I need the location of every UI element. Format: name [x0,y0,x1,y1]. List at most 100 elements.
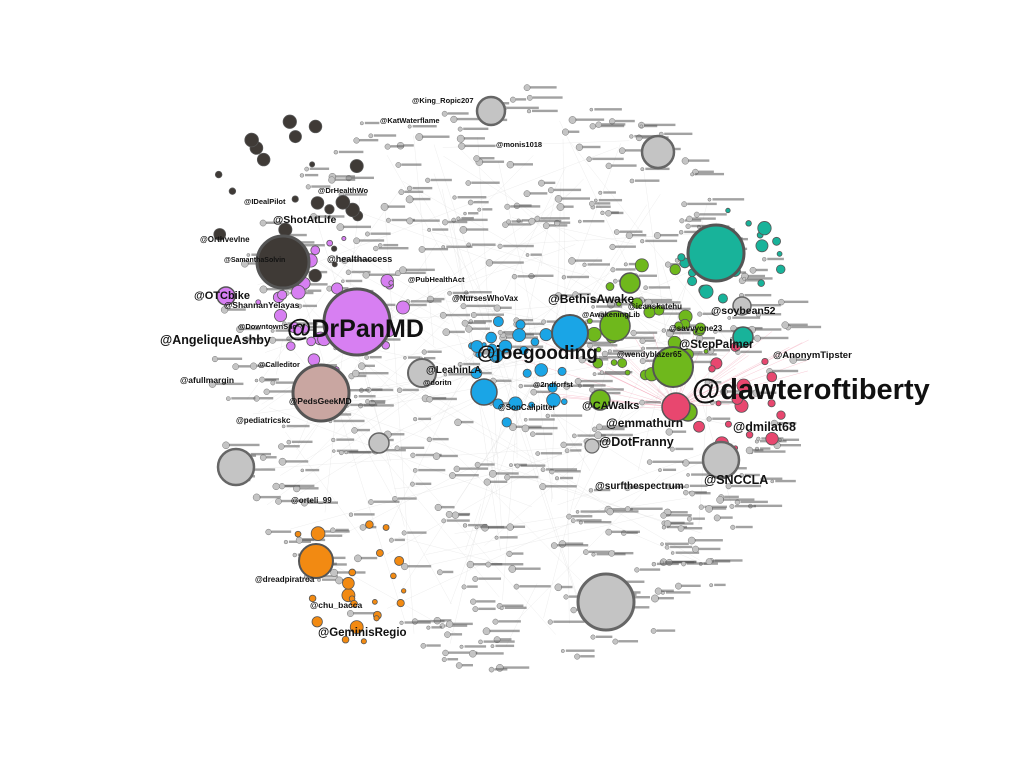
label-leahinla[interactable]: @LeahinLA [426,365,481,376]
node[interactable] [610,267,616,273]
node[interactable] [639,124,644,129]
node-drpanmd[interactable] [322,287,392,357]
label-surfthespectrum[interactable]: @surfthespectrum [595,481,684,492]
node-blue-2[interactable] [470,378,498,406]
node[interactable] [270,380,276,386]
node[interactable] [685,223,691,229]
node[interactable] [781,321,789,329]
node[interactable] [521,424,530,433]
node[interactable] [265,528,272,536]
node[interactable] [568,257,576,265]
node[interactable] [472,606,479,613]
node-green[interactable] [586,318,593,324]
node[interactable] [472,576,479,582]
node[interactable] [591,305,595,309]
node[interactable] [509,463,513,468]
label-soybean52[interactable]: @soybean52 [711,305,776,317]
node[interactable] [678,229,684,235]
node-green[interactable] [631,297,643,309]
node[interactable] [666,484,672,490]
node[interactable] [523,417,528,422]
node[interactable] [388,537,394,543]
node-pink[interactable] [766,371,778,383]
node[interactable] [426,395,433,403]
node-teal[interactable] [757,279,765,287]
node[interactable] [704,379,711,386]
node-dark[interactable] [345,202,360,218]
node-gray-hub-top2[interactable] [475,95,507,127]
node[interactable] [413,417,418,422]
node[interactable] [439,312,447,319]
node-teal[interactable] [755,239,769,253]
node[interactable] [677,525,685,532]
node[interactable] [278,483,286,490]
node[interactable] [474,525,479,530]
node[interactable] [570,518,576,524]
node[interactable] [639,399,645,406]
node[interactable] [653,231,661,239]
node-magenta[interactable] [388,280,394,286]
node-green[interactable] [595,346,602,353]
node-dark[interactable] [213,228,227,241]
node-dark[interactable] [335,195,351,210]
node[interactable] [441,518,447,524]
node-gray-4[interactable] [732,296,752,316]
node[interactable] [590,297,598,304]
node[interactable] [713,514,721,522]
node[interactable] [609,243,616,251]
node-blue[interactable] [492,355,499,362]
node[interactable] [385,217,391,223]
node[interactable] [572,291,579,298]
node[interactable] [561,128,570,136]
node[interactable] [377,243,383,248]
node[interactable] [591,552,596,557]
node[interactable] [578,219,582,224]
node[interactable] [654,587,662,595]
node[interactable] [353,137,360,144]
node[interactable] [330,527,336,533]
label-emmathurn[interactable]: @emmathurn [606,416,683,430]
node[interactable] [443,372,448,377]
node-dark[interactable] [291,195,299,203]
node-orange[interactable] [396,599,405,608]
node-blue[interactable] [528,401,535,409]
node[interactable] [453,465,461,473]
node[interactable] [351,369,360,378]
label-katwaterflame[interactable]: @KatWaterflame [380,116,440,125]
node[interactable] [669,446,675,452]
node[interactable] [660,512,667,519]
node-blue[interactable] [492,398,504,410]
node[interactable] [729,503,735,509]
node[interactable] [283,539,289,545]
node[interactable] [598,190,603,195]
node[interactable] [259,376,266,383]
node[interactable] [639,358,646,365]
node[interactable] [640,167,645,172]
node[interactable] [513,583,520,590]
node-magenta[interactable] [286,341,296,351]
label-king_ropic207[interactable]: @King_Ropic207 [412,96,474,105]
node[interactable] [607,349,612,354]
node[interactable] [459,644,464,649]
node[interactable] [506,523,514,531]
node[interactable] [365,399,370,404]
node[interactable] [459,226,468,234]
node[interactable] [745,446,754,455]
node[interactable] [493,304,501,312]
label-angeliqueashby[interactable]: @AngeliqueAshby [160,333,271,347]
node[interactable] [664,261,672,268]
node-blue[interactable] [557,366,567,376]
node-green[interactable] [610,359,618,366]
node[interactable] [335,576,344,585]
node[interactable] [470,311,477,319]
node-dark[interactable] [324,204,335,215]
node-pink[interactable] [693,420,705,433]
node[interactable] [605,162,612,170]
node[interactable] [589,200,595,207]
node-blue[interactable] [522,368,532,378]
node-blue[interactable] [515,319,526,330]
node[interactable] [452,195,457,200]
node[interactable] [716,496,724,504]
node-dark[interactable] [282,114,297,129]
node[interactable] [589,107,594,112]
